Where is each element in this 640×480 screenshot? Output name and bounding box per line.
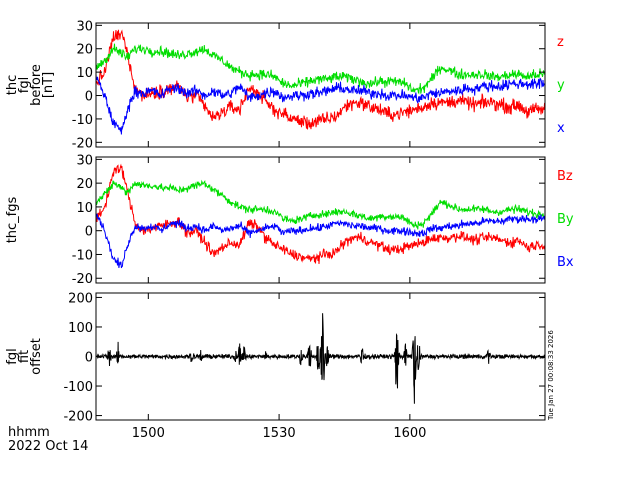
y-axis-label: offset: [29, 338, 44, 375]
y-tick-label: 30: [76, 19, 93, 34]
y-tick-label: 200: [68, 291, 93, 306]
series-line-z: [96, 29, 545, 130]
legend-entry-Bz: Bz: [557, 169, 573, 184]
series-line-x: [96, 74, 545, 135]
series-line-offset: [96, 313, 545, 404]
legend-entry-Bx: Bx: [557, 255, 574, 270]
y-axis-label: [nT]: [41, 72, 56, 98]
y-tick-label: 0: [85, 351, 93, 366]
timestamp: Tue Jan 27 00:08:33 2026: [547, 330, 555, 421]
y-tick-label: 100: [68, 321, 93, 336]
y-axis-label: thc: [5, 75, 20, 95]
y-tick-label: -200: [63, 410, 93, 425]
y-tick-label: 10: [76, 201, 93, 216]
panel-frame: [95, 156, 546, 284]
x-tick-label: 1500: [132, 426, 165, 441]
y-tick-label: 10: [76, 66, 93, 81]
plot-area: [96, 163, 545, 269]
legend-entry-y: y: [557, 78, 565, 93]
plot-area: [96, 313, 545, 404]
y-axis-label: fit: [17, 350, 32, 363]
x-tick-label: 1530: [263, 426, 296, 441]
legend-entry-By: By: [557, 212, 574, 227]
x-tick-label: 1600: [393, 426, 426, 441]
y-tick-label: -100: [63, 380, 93, 395]
y-tick-label: -10: [72, 113, 93, 128]
y-tick-label: 20: [76, 43, 93, 58]
panel-fgs: 30 20 10 0 -10 -20 thc_fgs Bz By Bx: [5, 153, 574, 287]
y-axis-label: thc_fgs: [5, 196, 20, 243]
legend-entry-x: x: [557, 121, 565, 136]
y-axis-label: before: [29, 64, 44, 106]
y-tick-label: 20: [76, 177, 93, 192]
y-tick-label: 0: [85, 90, 93, 105]
plot-area: [96, 29, 545, 135]
time-axis-label-date: 2022 Oct 14: [8, 439, 88, 454]
series-line-By: [96, 179, 545, 230]
series-line-y: [96, 43, 545, 95]
y-tick-label: 0: [85, 225, 93, 240]
y-tick-label: -20: [72, 272, 93, 287]
panel-frame: [95, 22, 546, 148]
y-tick-label: 30: [76, 153, 93, 168]
series-line-Bx: [96, 213, 545, 269]
y-tick-label: -10: [72, 248, 93, 263]
y-tick-label: -20: [72, 136, 93, 151]
time-axis: 1500 1530 1600: [132, 426, 427, 441]
legend-entry-z: z: [557, 35, 564, 50]
y-axis-label: fgl: [5, 348, 20, 364]
y-axis-label: fgl: [17, 77, 32, 93]
time-axis-label-hhmm: hhmm: [8, 425, 50, 440]
